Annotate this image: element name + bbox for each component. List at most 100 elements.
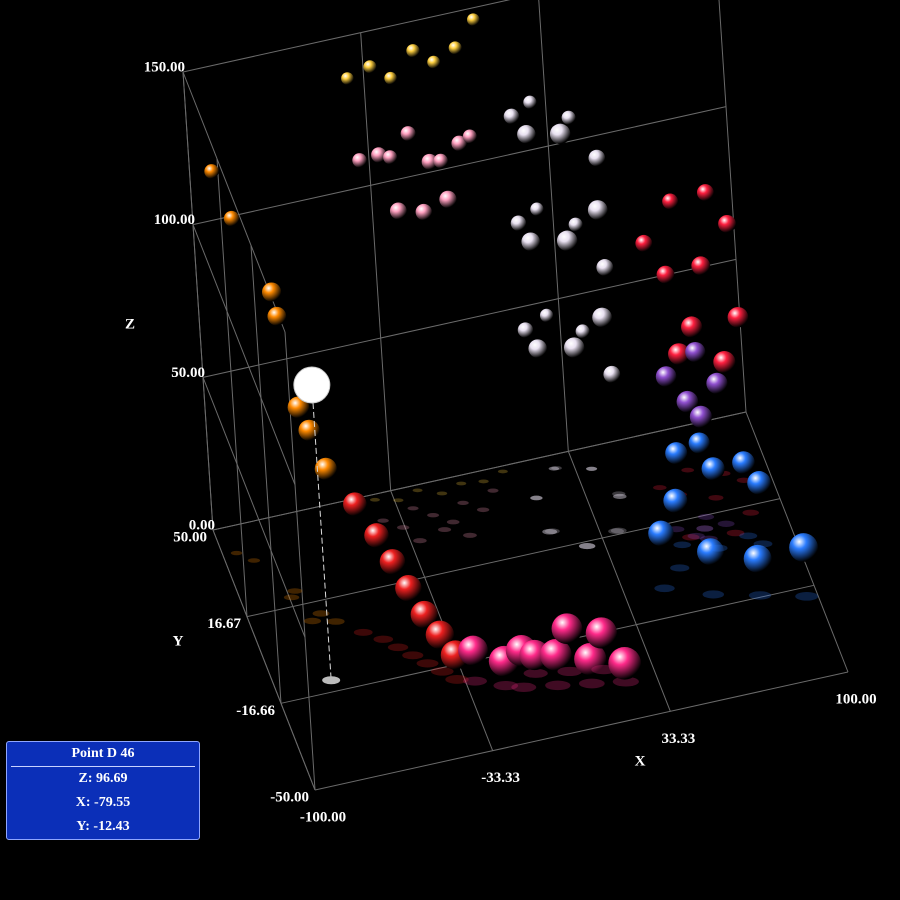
- point: [314, 457, 337, 480]
- drop-foot: [322, 676, 341, 685]
- point: [665, 442, 688, 465]
- shadow: [523, 668, 548, 678]
- point: [688, 432, 710, 454]
- point: [561, 110, 576, 125]
- point: [384, 71, 397, 85]
- x-tick-label: -33.33: [481, 770, 520, 786]
- shadow: [230, 550, 243, 556]
- point: [575, 324, 590, 339]
- point: [341, 72, 354, 85]
- point: [395, 574, 422, 602]
- point: [685, 341, 706, 363]
- shadow: [717, 520, 735, 527]
- shadow: [445, 675, 469, 684]
- grid-line: [390, 490, 494, 751]
- point: [421, 153, 438, 170]
- shadow: [542, 528, 558, 535]
- grid-line: [202, 258, 737, 378]
- shadow: [397, 525, 410, 530]
- point: [204, 164, 219, 179]
- shadow: [578, 543, 596, 550]
- shadow: [353, 628, 373, 636]
- grid-line: [216, 158, 248, 617]
- shadow: [303, 617, 322, 625]
- shadow: [753, 540, 773, 548]
- point: [706, 372, 728, 394]
- shadow: [387, 643, 409, 652]
- shadow: [283, 594, 300, 601]
- x-axis-title: X: [635, 753, 646, 769]
- point: [681, 316, 703, 338]
- shadow: [430, 667, 454, 676]
- point: [556, 230, 578, 251]
- point: [528, 339, 547, 358]
- shadow: [402, 651, 424, 660]
- point: [691, 256, 711, 276]
- grid-line: [212, 529, 316, 791]
- shadow: [463, 532, 477, 538]
- z-tick-label: 0.00: [189, 517, 215, 533]
- point: [267, 306, 287, 326]
- shadow: [530, 495, 543, 501]
- grid-line: [182, 0, 511, 73]
- shadow: [407, 506, 419, 511]
- x-tick-label: -100.00: [300, 809, 346, 825]
- shadow: [326, 618, 345, 625]
- shadow: [586, 466, 598, 471]
- point: [585, 617, 617, 649]
- shadow: [612, 491, 626, 497]
- point: [608, 646, 641, 680]
- point: [352, 153, 367, 168]
- shadow: [578, 678, 605, 689]
- point: [400, 126, 416, 141]
- point: [732, 451, 755, 474]
- point: [521, 232, 540, 251]
- point: [458, 635, 488, 666]
- shadow: [287, 588, 303, 594]
- shadow: [511, 682, 537, 692]
- z-axis-title: Z: [125, 316, 135, 332]
- point: [696, 184, 714, 201]
- y-axis-title: Y: [173, 633, 184, 649]
- point: [261, 282, 282, 302]
- point: [656, 265, 675, 284]
- point: [563, 337, 585, 358]
- grid-line: [202, 377, 306, 638]
- shadow: [578, 543, 596, 550]
- drop-line: [311, 384, 332, 681]
- shadow: [544, 528, 560, 534]
- point: [448, 41, 462, 55]
- shadow: [412, 488, 423, 493]
- shadow: [530, 495, 543, 501]
- point: [689, 405, 712, 428]
- point: [743, 544, 772, 573]
- point: [676, 390, 699, 413]
- point: [655, 366, 677, 387]
- shadow: [548, 466, 560, 471]
- y-tick-label: 50.00: [173, 529, 207, 545]
- point: [523, 95, 537, 109]
- shadow: [697, 513, 715, 520]
- shadow: [457, 500, 469, 506]
- point: [287, 396, 310, 419]
- shadow: [709, 544, 728, 552]
- point: [587, 200, 608, 220]
- point: [551, 613, 583, 645]
- grid-line: [538, 0, 569, 452]
- z-tick-label: 150.00: [144, 59, 185, 75]
- shadow: [548, 466, 560, 471]
- point: [588, 149, 606, 167]
- point: [697, 538, 724, 566]
- shadow: [427, 512, 440, 518]
- grid-line: [250, 245, 282, 704]
- shadow: [612, 676, 639, 687]
- point: [223, 210, 240, 227]
- grid-line: [360, 32, 392, 491]
- shadow: [497, 469, 508, 474]
- point: [451, 135, 467, 152]
- point: [343, 492, 367, 516]
- point: [668, 343, 690, 365]
- point: [662, 193, 679, 210]
